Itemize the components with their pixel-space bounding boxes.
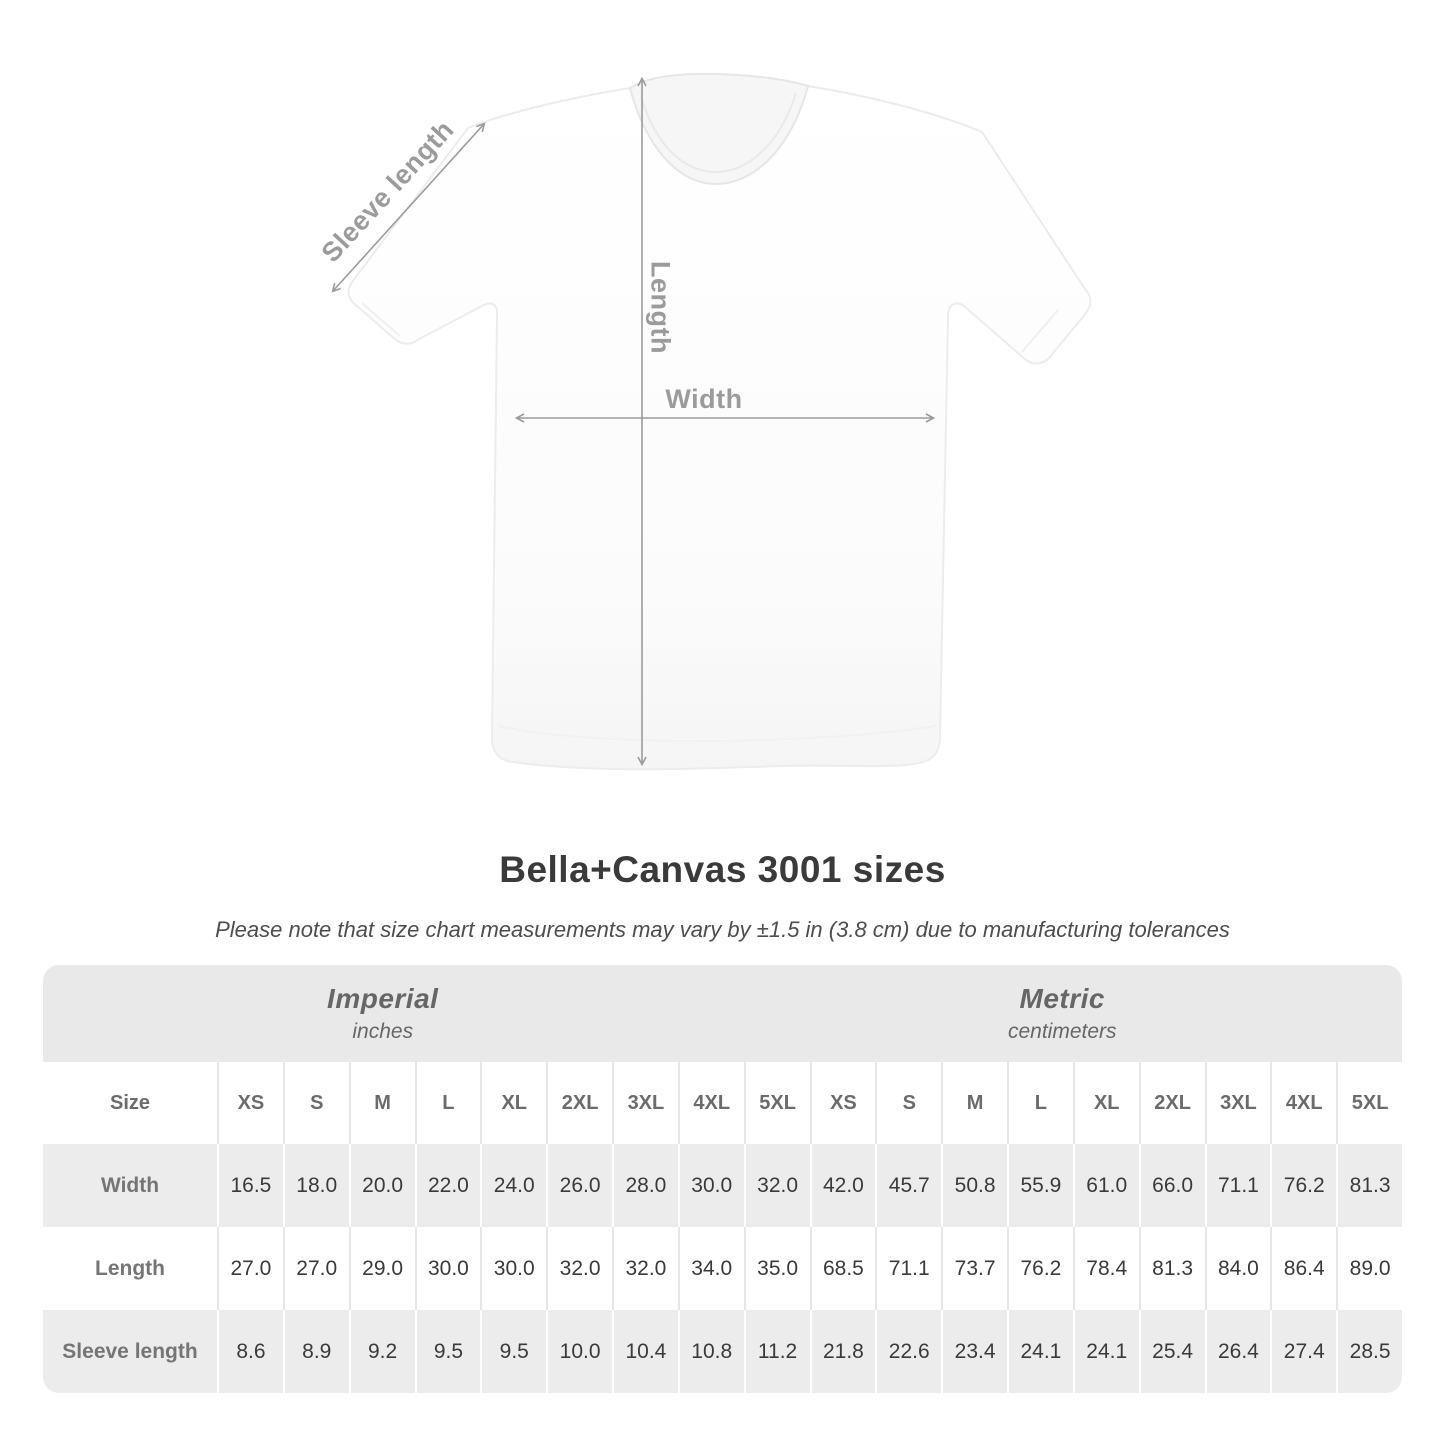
sleeve-length-arrow	[331, 122, 486, 293]
measurement-value: 76.2	[1270, 1144, 1336, 1227]
size-header-cell: Size	[109, 1091, 151, 1114]
measurement-value: 25.4	[1138, 1310, 1205, 1393]
measurement-value: 22.6	[875, 1310, 941, 1393]
size-column-header: 3XL	[612, 1062, 678, 1144]
measurement-value: 68.5	[809, 1227, 876, 1310]
measurement-row: Sleeve length 8.6 8.9 9.2 9.5 9.5 10.0 10.4 10.8…	[43, 1310, 1402, 1393]
size-column-header: M	[348, 1062, 415, 1144]
measurement-value: 8.6	[217, 1310, 283, 1393]
measurement-value: 50.8	[941, 1144, 1007, 1227]
tshirt-shape	[347, 73, 1092, 771]
measurement-value: 22.0	[414, 1144, 481, 1227]
width-annotation: Width	[665, 384, 743, 414]
imperial-unit: inches	[352, 1020, 414, 1043]
tshirt-measurement-diagram: Sleeve length Length Width	[316, 73, 1092, 771]
row-label: Sleeve length	[62, 1339, 198, 1363]
measurement-value: 73.7	[941, 1227, 1007, 1310]
measurement-value: 30.0	[677, 1144, 744, 1227]
measurement-value: 21.8	[809, 1310, 876, 1393]
size-table: Imperial inches Metric centimeters Size X…	[43, 965, 1402, 1393]
measurement-value: 24.1	[1072, 1310, 1139, 1393]
measurement-value: 28.5	[1336, 1310, 1402, 1393]
measurement-value: 11.2	[743, 1310, 810, 1393]
measurement-row: Length 27.0 27.0 29.0 30.0 30.0 32.0 32.0 34.0 35…	[43, 1227, 1402, 1310]
metric-header: Metric centimeters	[723, 965, 1403, 1062]
unit-header-band: Imperial inches Metric centimeters	[43, 965, 1402, 1062]
measurement-value: 86.4	[1270, 1227, 1336, 1310]
measurement-value: 30.0	[480, 1227, 546, 1310]
measurement-value: 24.0	[480, 1144, 546, 1227]
measurement-value: 27.0	[217, 1227, 283, 1310]
measurement-value: 10.0	[546, 1310, 612, 1393]
size-column-header: XL	[1072, 1062, 1139, 1144]
length-annotation: Length	[645, 261, 676, 354]
measurement-value: 84.0	[1204, 1227, 1271, 1310]
size-column-header: 2XL	[1138, 1062, 1205, 1144]
measurement-value: 34.0	[677, 1227, 744, 1310]
page-title: Bella+Canvas 3001 sizes	[499, 849, 946, 890]
size-column-header: XS	[809, 1062, 876, 1144]
measurement-value: 32.0	[612, 1227, 678, 1310]
measurement-value: 27.0	[282, 1227, 349, 1310]
measurement-value: 78.4	[1072, 1227, 1139, 1310]
measurement-value: 26.4	[1204, 1310, 1271, 1393]
measurement-value: 42.0	[809, 1144, 876, 1227]
measurement-value: 32.0	[546, 1227, 612, 1310]
size-grid: Size XS S M L XL 2XL 3XL 4XL 5XL XS S M L XL 2XL 3XL 4XL 5…	[43, 1062, 1402, 1393]
size-column-header: 5XL	[743, 1062, 810, 1144]
size-column-header: M	[941, 1062, 1007, 1144]
size-column-header: 2XL	[546, 1062, 612, 1144]
measurement-value: 10.4	[612, 1310, 678, 1393]
measurement-value: 45.7	[875, 1144, 941, 1227]
size-column-header: XS	[217, 1062, 283, 1144]
size-column-header: 3XL	[1204, 1062, 1271, 1144]
measurement-value: 18.0	[282, 1144, 349, 1227]
imperial-label: Imperial	[327, 983, 439, 1014]
measurement-value: 9.5	[414, 1310, 481, 1393]
measurement-value: 71.1	[1204, 1144, 1271, 1227]
measurement-value: 10.8	[677, 1310, 744, 1393]
measurement-value: 61.0	[1072, 1144, 1139, 1227]
size-column-header: L	[1007, 1062, 1073, 1144]
measurement-value: 28.0	[612, 1144, 678, 1227]
measurement-value: 55.9	[1007, 1144, 1073, 1227]
size-column-header: S	[875, 1062, 941, 1144]
measurement-value: 35.0	[743, 1227, 810, 1310]
tolerance-note: Please note that size chart measurements…	[215, 917, 1230, 942]
measurement-value: 81.3	[1138, 1227, 1205, 1310]
size-header-row: Size XS S M L XL 2XL 3XL 4XL 5XL XS S M L XL 2XL 3XL 4XL 5…	[43, 1062, 1402, 1144]
measurement-value: 29.0	[348, 1227, 415, 1310]
measurement-value: 20.0	[348, 1144, 415, 1227]
measurement-value: 24.1	[1007, 1310, 1073, 1393]
size-column-header: L	[414, 1062, 481, 1144]
measurement-arrows	[331, 76, 936, 767]
metric-label: Metric	[1019, 983, 1105, 1014]
measurement-value: 76.2	[1007, 1227, 1073, 1310]
size-column-header: 5XL	[1336, 1062, 1402, 1144]
measurement-value: 8.9	[282, 1310, 349, 1393]
tshirt-illustration	[331, 73, 1092, 771]
measurement-value: 30.0	[414, 1227, 481, 1310]
size-column-header: XL	[480, 1062, 546, 1144]
size-column-header: 4XL	[677, 1062, 744, 1144]
measurement-value: 16.5	[217, 1144, 283, 1227]
size-column-header: 4XL	[1270, 1062, 1336, 1144]
measurement-value: 32.0	[743, 1144, 810, 1227]
row-label: Width	[100, 1173, 160, 1197]
measurement-value: 27.4	[1270, 1310, 1336, 1393]
imperial-header: Imperial inches	[43, 965, 723, 1062]
measurement-value: 9.5	[480, 1310, 546, 1393]
measurement-value: 89.0	[1336, 1227, 1402, 1310]
row-label: Length	[95, 1256, 165, 1280]
measurement-value: 9.2	[348, 1310, 415, 1393]
measurement-value: 71.1	[875, 1227, 941, 1310]
measurement-row: Width 16.5 18.0 20.0 22.0 24.0 26.0 28.0 30.0 32.…	[43, 1144, 1402, 1227]
measurement-value: 23.4	[941, 1310, 1007, 1393]
measurement-value: 66.0	[1138, 1144, 1205, 1227]
metric-unit: centimeters	[1007, 1020, 1117, 1043]
measurement-value: 81.3	[1336, 1144, 1402, 1227]
measurement-value: 26.0	[546, 1144, 612, 1227]
size-column-header: S	[282, 1062, 349, 1144]
